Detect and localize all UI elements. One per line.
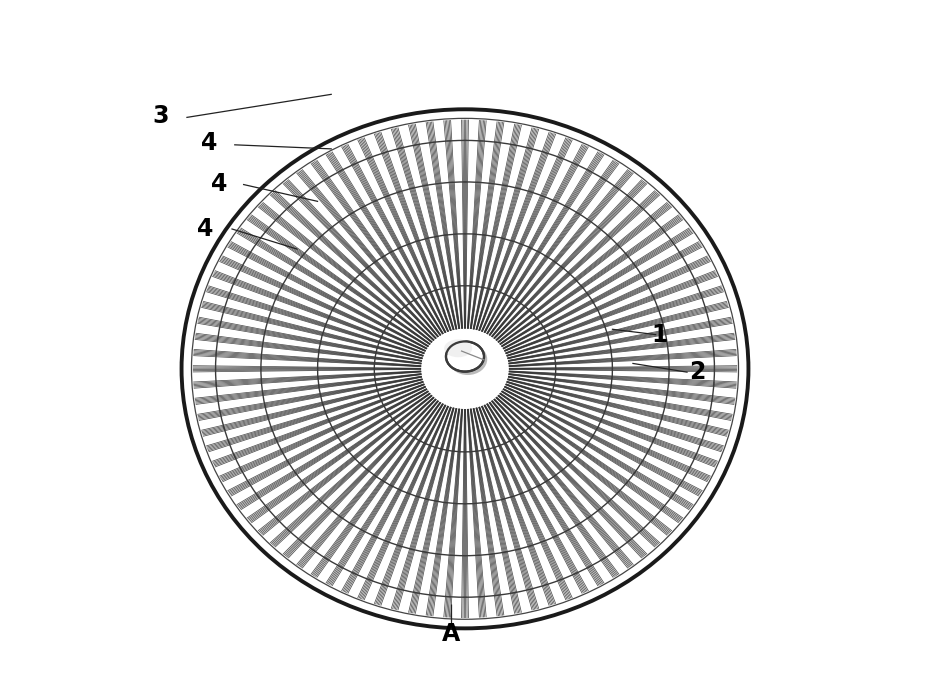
Ellipse shape	[181, 109, 749, 628]
Ellipse shape	[446, 342, 484, 372]
Text: 2: 2	[689, 360, 706, 385]
Text: 1: 1	[652, 322, 668, 347]
Text: 4: 4	[197, 217, 214, 241]
Text: A: A	[442, 622, 460, 646]
Text: 4: 4	[201, 131, 217, 156]
Ellipse shape	[445, 339, 472, 357]
Text: 3: 3	[153, 104, 169, 128]
Text: 4: 4	[211, 172, 227, 197]
Ellipse shape	[448, 344, 487, 375]
